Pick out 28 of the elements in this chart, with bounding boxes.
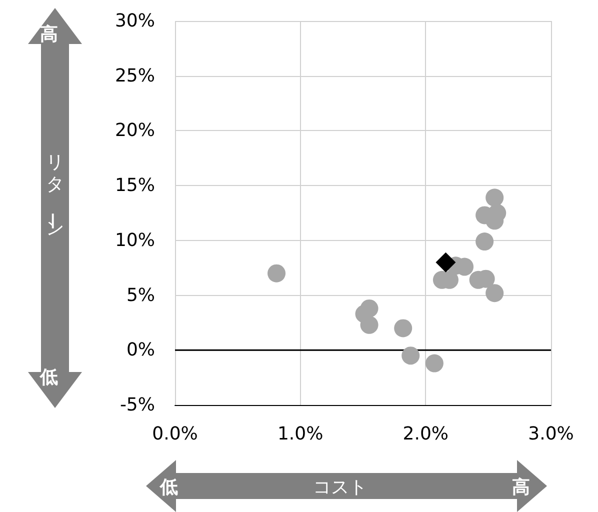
y-axis-title: リターン xyxy=(41,152,64,239)
x-tick-label: 2.0% xyxy=(402,424,449,444)
y-tick-label: -5% xyxy=(120,394,155,416)
y-tick-label: 15% xyxy=(114,175,155,196)
y-tick-label: 0% xyxy=(126,340,155,361)
text: 低 xyxy=(159,477,178,498)
x-tick-label: 0.0% xyxy=(152,424,198,444)
point xyxy=(486,284,504,302)
x-axis-title: コスト xyxy=(313,477,367,498)
x-tick-label: 3.0% xyxy=(528,424,574,444)
point xyxy=(360,299,378,318)
y-tick-label: 30% xyxy=(114,10,155,32)
text: 高 xyxy=(40,24,58,45)
y-tick-label: 25% xyxy=(114,65,155,86)
y-tick-label: 20% xyxy=(114,120,155,142)
y-tick-label: 5% xyxy=(126,284,155,306)
text: 高 xyxy=(512,477,530,498)
point xyxy=(425,354,444,372)
point xyxy=(476,232,494,251)
point xyxy=(436,252,456,272)
point xyxy=(402,346,420,365)
x-tick-label: 1.0% xyxy=(277,424,324,444)
y-tick-label: 10% xyxy=(114,230,155,251)
point xyxy=(394,319,412,338)
point xyxy=(268,264,286,282)
point xyxy=(360,316,378,334)
point xyxy=(486,188,504,207)
text: 低 xyxy=(39,367,58,388)
